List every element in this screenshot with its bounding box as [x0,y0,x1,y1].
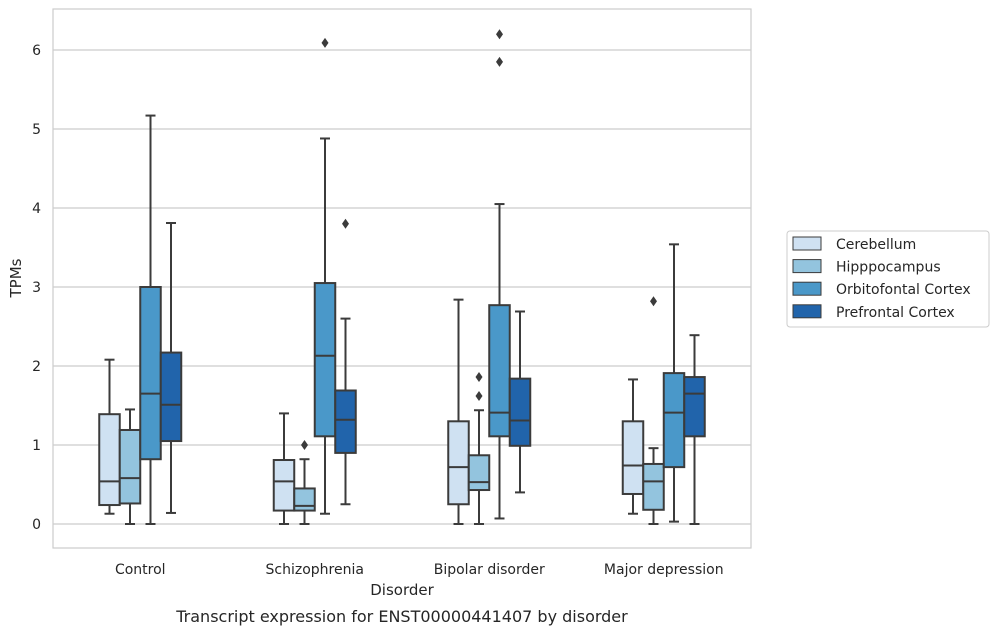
y-axis-title: TPMs [7,258,25,298]
legend-swatch [792,304,822,319]
box-body [662,372,686,469]
box-body [447,420,470,506]
x-tick-label: Control [115,562,166,578]
outlier-point [475,372,483,383]
box-3-1 [642,296,665,525]
x-tick-label: Bipolar disorder [434,562,545,578]
box-series-layer [98,29,706,525]
box-body [467,454,491,492]
y-tick-label: 4 [32,201,41,217]
box-1-3 [334,218,357,506]
box-0-3 [159,222,183,514]
box-3-3 [683,334,706,525]
legend-label: Cerebellum [836,237,916,253]
box-body [642,462,665,511]
box-body [272,459,296,512]
legend-label: Orbitofontal Cortex [836,282,971,298]
y-tick-label: 0 [32,517,41,533]
box-body [334,389,357,454]
outlier-point [475,391,483,402]
box-body [159,351,183,443]
legend-label: Prefrontal Cortex [836,305,955,321]
x-axis-title: Disorder [370,581,434,599]
box-2-2 [488,29,511,520]
outlier-point [321,37,329,48]
plot-frame [52,8,752,549]
legend-swatch [792,236,822,251]
legend-label: Hipppocampus [836,260,941,276]
box-1-2 [313,37,337,515]
legend-swatch [792,259,822,274]
box-2-3 [508,310,532,494]
box-2-0 [447,298,470,525]
outlier-point [496,56,503,67]
outlier-point [301,440,308,450]
y-tick-labels: 0 1 2 3 4 5 6 [32,43,41,533]
y-tick-label: 3 [32,280,41,296]
box-3-0 [621,378,645,515]
outlier-point [342,218,349,229]
box-body [118,428,142,505]
box-body [508,377,532,447]
legend-swatch [792,281,822,296]
box-0-1 [118,408,142,525]
y-tick-label: 5 [32,122,41,138]
box-body [139,286,162,461]
box-3-2 [662,243,686,523]
outlier-point [650,296,657,307]
box-body [488,304,511,438]
box-0-2 [139,114,162,525]
legend: Cerebellum Hipppocampus Orbitofontal Corte… [786,230,990,328]
box-body [98,413,121,507]
x-tick-label: Schizophrenia [266,562,364,578]
box-1-1 [293,440,316,525]
y-tick-label: 2 [32,359,41,375]
figure-caption: Transcript expression for ENST0000044140… [175,607,628,626]
outlier-point [496,29,503,40]
box-0-0 [98,358,121,515]
box-2-1 [467,372,491,525]
box-1-0 [272,412,296,525]
legend-frame [786,230,990,328]
box-body [293,487,316,512]
x-tick-labels: Control Schizophrenia Bipolar disorder Majo… [115,562,724,578]
box-body [621,420,645,495]
box-body [683,376,706,438]
box-body [313,282,337,438]
y-tick-label: 6 [32,43,41,59]
y-tick-label: 1 [32,438,41,454]
x-tick-label: Major depression [604,562,724,578]
